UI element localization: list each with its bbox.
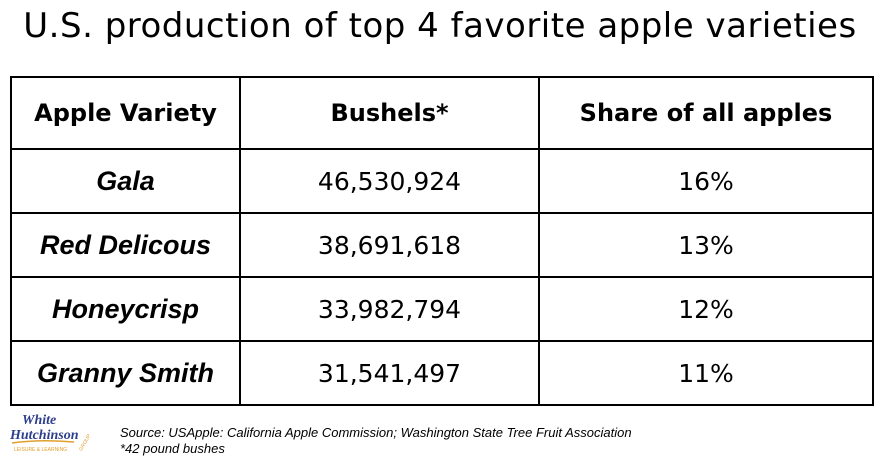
table-row: Gala 46,530,924 16% [10, 148, 874, 214]
table-row: Granny Smith 31,541,497 11% [10, 340, 874, 406]
logo-group: GROUP [78, 433, 93, 452]
column-header: Bushels* [239, 76, 540, 150]
share-cell: 12% [538, 276, 874, 342]
white-hutchinson-logo: White Hutchinson LEISURE & LEARNING GROU… [10, 413, 93, 453]
apple-table: Apple Variety Bushels* Share of all appl… [10, 76, 874, 406]
logo-swoosh [11, 439, 75, 444]
logo-tagline: LEISURE & LEARNING [14, 447, 67, 453]
share-cell: 11% [538, 340, 874, 406]
bushels-cell: 31,541,497 [239, 340, 540, 406]
source-note: Source: USApple: California Apple Commis… [120, 425, 632, 457]
column-header: Share of all apples [538, 76, 874, 150]
share-cell: 13% [538, 212, 874, 278]
page-title: U.S. production of top 4 favorite apple … [23, 6, 857, 46]
variety-cell: Honeycrisp [10, 276, 241, 342]
table-header-row: Apple Variety Bushels* Share of all appl… [10, 76, 874, 150]
bushels-cell: 38,691,618 [239, 212, 540, 278]
variety-cell: Gala [10, 148, 241, 214]
logo-line2: Hutchinson [10, 428, 79, 443]
bushels-cell: 33,982,794 [239, 276, 540, 342]
variety-cell: Red Delicous [10, 212, 241, 278]
footnote-text: *42 pound bushes [120, 441, 225, 456]
table-row: Red Delicous 38,691,618 13% [10, 212, 874, 278]
column-header: Apple Variety [10, 76, 241, 150]
source-text: Source: USApple: California Apple Commis… [120, 425, 632, 440]
logo-line1: White [22, 413, 56, 428]
bushels-cell: 46,530,924 [239, 148, 540, 214]
variety-cell: Granny Smith [10, 340, 241, 406]
share-cell: 16% [538, 148, 874, 214]
table-row: Honeycrisp 33,982,794 12% [10, 276, 874, 342]
